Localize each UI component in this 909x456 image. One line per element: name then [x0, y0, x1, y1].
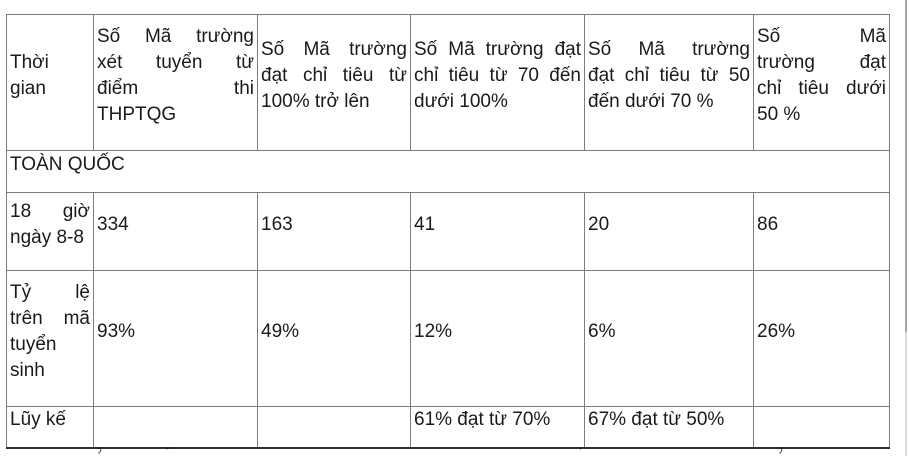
header-line: dưới 100%	[414, 90, 508, 112]
header-line: THPTQG	[97, 103, 177, 125]
header-line: 100% trở lên	[261, 90, 370, 112]
header-line: điểm thi	[97, 77, 254, 99]
cumulative-50-70-cell: 67% đạt từ 50%	[584, 406, 754, 449]
cell-value: 93%	[97, 320, 136, 342]
header-cell-time: Thời gian	[6, 14, 94, 151]
ratio-100plus-cell: 49%	[257, 270, 411, 407]
caption-fragment: ˀ	[97, 445, 102, 456]
cell-value: 49%	[261, 320, 300, 342]
table-row-ratios: Tỷ lệ trên mã tuyển sinh 93% 49% 12% 6% …	[6, 270, 890, 407]
header-cell-quota-70-100: Số Mã trường đạt chỉ tiêu từ 70 đến dưới…	[410, 14, 585, 151]
header-line: Số Mã trường	[261, 38, 407, 60]
cell-value: 163	[261, 213, 293, 235]
cumulative-total-cell	[93, 406, 258, 449]
table-row-cumulative: Lũy kế 61% đạt từ 70% 67% đạt từ 50%	[6, 406, 890, 449]
header-line: chỉ tiêu từ 70 đến	[414, 64, 581, 86]
cell-value: 26%	[757, 320, 796, 342]
header-cell-quota-50-70: Số Mã trường đạt chỉ tiêu từ 50 đến dưới…	[584, 14, 754, 151]
header-row: Thời gian Số Mã trường xét tuyển từ điểm…	[6, 14, 890, 151]
cell-value: 6%	[588, 320, 616, 342]
cumulative-70-100-cell: 61% đạt từ 70%	[410, 406, 585, 449]
header-line: đạt chỉ tiêu từ 50	[588, 64, 750, 86]
header-line: trường đạt	[757, 51, 886, 73]
header-cell-quota-below-50: Số Mã trường đạt chỉ tiêu dưới 50 %	[753, 14, 890, 151]
row-label-line: Tỷ lệ	[10, 281, 90, 303]
row-label-line: 18 giờ	[10, 200, 90, 222]
header-line: gian	[10, 77, 46, 99]
row-label-line: trên mã	[10, 307, 90, 329]
ratio-70-100-cell: 12%	[410, 270, 585, 407]
row-label-line: ngày 8-8	[10, 226, 84, 248]
caption-fragment: ˋ	[578, 445, 583, 456]
caption-fragment: ˊ	[165, 445, 170, 456]
header-cell-quota-100-plus: Số Mã trường đạt chỉ tiêu từ 100% trở lê…	[257, 14, 411, 151]
cell-value: 20	[588, 213, 610, 235]
cumulative-below-50-cell	[753, 406, 890, 449]
row-label-cell: 18 giờ ngày 8-8	[6, 192, 94, 271]
caption-fragment: ˀ	[778, 445, 783, 456]
header-line: Số Mã trường	[97, 25, 254, 47]
ratio-50-70-cell: 6%	[584, 270, 754, 407]
header-line: chỉ tiêu dưới	[757, 77, 886, 99]
header-line: Số Mã trường	[588, 38, 750, 60]
count-50-70-cell: 20	[584, 192, 754, 271]
header-line: Số Mã trường đạt	[414, 38, 581, 60]
ratio-below-50-cell: 26%	[753, 270, 890, 407]
row-label-line: tuyển	[10, 333, 57, 355]
header-line: Số Mã	[757, 25, 886, 47]
cell-value: 61% đạt từ 70%	[414, 409, 551, 430]
header-line: đến dưới 70 %	[588, 90, 714, 112]
region-label: TOÀN QUỐC	[10, 153, 125, 175]
count-total-cell: 334	[93, 192, 258, 271]
count-below-50-cell: 86	[753, 192, 890, 271]
table-row-counts: 18 giờ ngày 8-8 334 163 41 20 86	[6, 192, 890, 271]
cell-value: 41	[414, 213, 436, 235]
header-line: đạt chỉ tiêu từ	[261, 64, 407, 86]
header-line: xét tuyển từ	[97, 51, 254, 73]
region-row: TOÀN QUỐC	[6, 150, 890, 193]
ratio-total-cell: 93%	[93, 270, 258, 407]
row-label-line: sinh	[10, 359, 45, 381]
row-label-line: Lũy kế	[10, 409, 66, 430]
row-label-cell: Tỷ lệ trên mã tuyển sinh	[6, 270, 94, 407]
admission-results-table: Thời gian Số Mã trường xét tuyển từ điểm…	[6, 14, 890, 449]
region-label-cell: TOÀN QUỐC	[6, 150, 890, 193]
count-100plus-cell: 163	[257, 192, 411, 271]
header-line: Thời	[10, 51, 49, 73]
scrollbar-thumb[interactable]	[905, 0, 907, 332]
header-cell-total-codes-thptqg: Số Mã trường xét tuyển từ điểm thi THPTQ…	[93, 14, 258, 151]
count-70-100-cell: 41	[410, 192, 585, 271]
cell-value: 67% đạt từ 50%	[588, 409, 725, 430]
cumulative-100plus-cell	[257, 406, 411, 449]
cell-value: 12%	[414, 320, 453, 342]
header-line: 50 %	[757, 103, 801, 125]
cell-value: 334	[97, 213, 129, 235]
row-label-cell: Lũy kế	[6, 406, 94, 449]
cell-value: 86	[757, 213, 779, 235]
